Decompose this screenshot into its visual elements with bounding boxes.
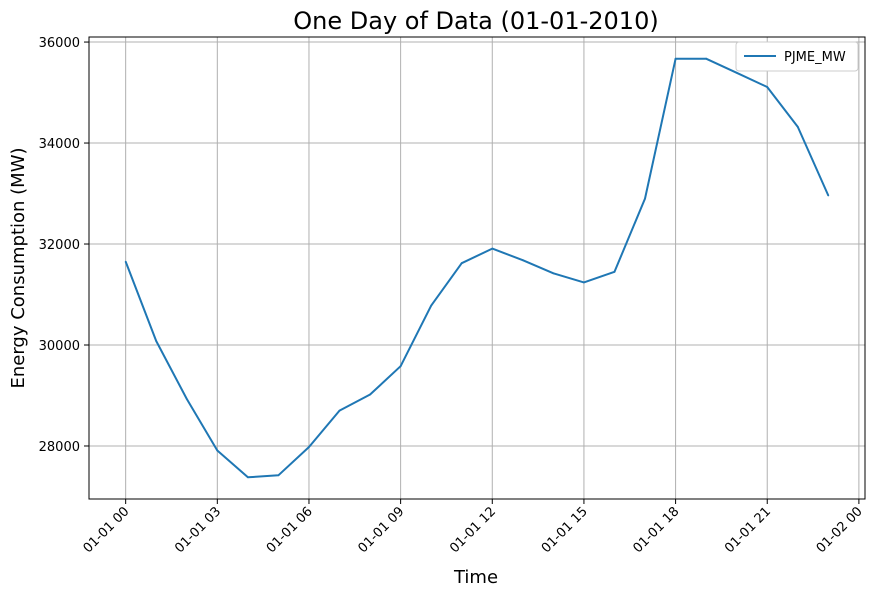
y-tick-label: 32000 [39,238,80,253]
grid [89,37,865,499]
data-point [369,393,371,396]
series-line-pjme-mw [124,57,830,479]
data-point [338,409,341,412]
x-tick-label: 01-01 21 [722,504,774,556]
data-point [216,449,219,452]
data-point [735,71,738,74]
data-point [796,126,799,128]
data-point [705,57,707,60]
data-point [430,304,433,307]
series-lines [124,57,830,479]
data-point [155,340,158,342]
data-point [613,270,616,273]
x-tick-label: 01-01 00 [81,504,133,556]
data-point [185,398,188,400]
y-tick-label: 34000 [39,137,80,152]
legend-box [735,41,859,72]
x-tick-label: 01-01 18 [630,504,682,556]
y-tick-label: 30000 [39,339,80,354]
data-point [766,86,769,88]
x-tick-label: 01-01 06 [264,504,316,556]
data-point [827,194,830,197]
data-point [644,197,646,200]
data-point [552,272,555,275]
data-point [583,281,585,284]
x-tick-label: 01-01 09 [356,504,408,556]
data-point [308,446,310,448]
x-tick-label: 01-01 12 [447,504,499,556]
ticks: 01-01 00 01-01 03 01-01 06 01-01 09 01-01 12… [39,36,866,556]
y-tick-label: 36000 [39,36,80,51]
data-point [277,474,280,477]
data-point [124,260,127,263]
data-point [491,247,494,250]
legend: PJME_MW [735,41,859,72]
chart-title: One Day of Data (01-01-2010) [293,7,658,35]
x-axis-label: Time [453,567,498,588]
data-point [521,259,524,262]
data-point [460,262,463,265]
data-point [674,57,677,60]
data-point [399,365,402,368]
y-tick-label: 28000 [39,440,80,455]
x-tick-label: 01-01 15 [539,504,591,556]
plot-frame [88,36,866,500]
data-point [247,476,249,479]
legend-label: PJME_MW [784,50,846,65]
y-axis-label: Energy Consumption (MW) [8,147,29,388]
x-tick-label: 01-01 03 [172,504,224,556]
x-tick-label: 01-02 00 [814,504,866,556]
